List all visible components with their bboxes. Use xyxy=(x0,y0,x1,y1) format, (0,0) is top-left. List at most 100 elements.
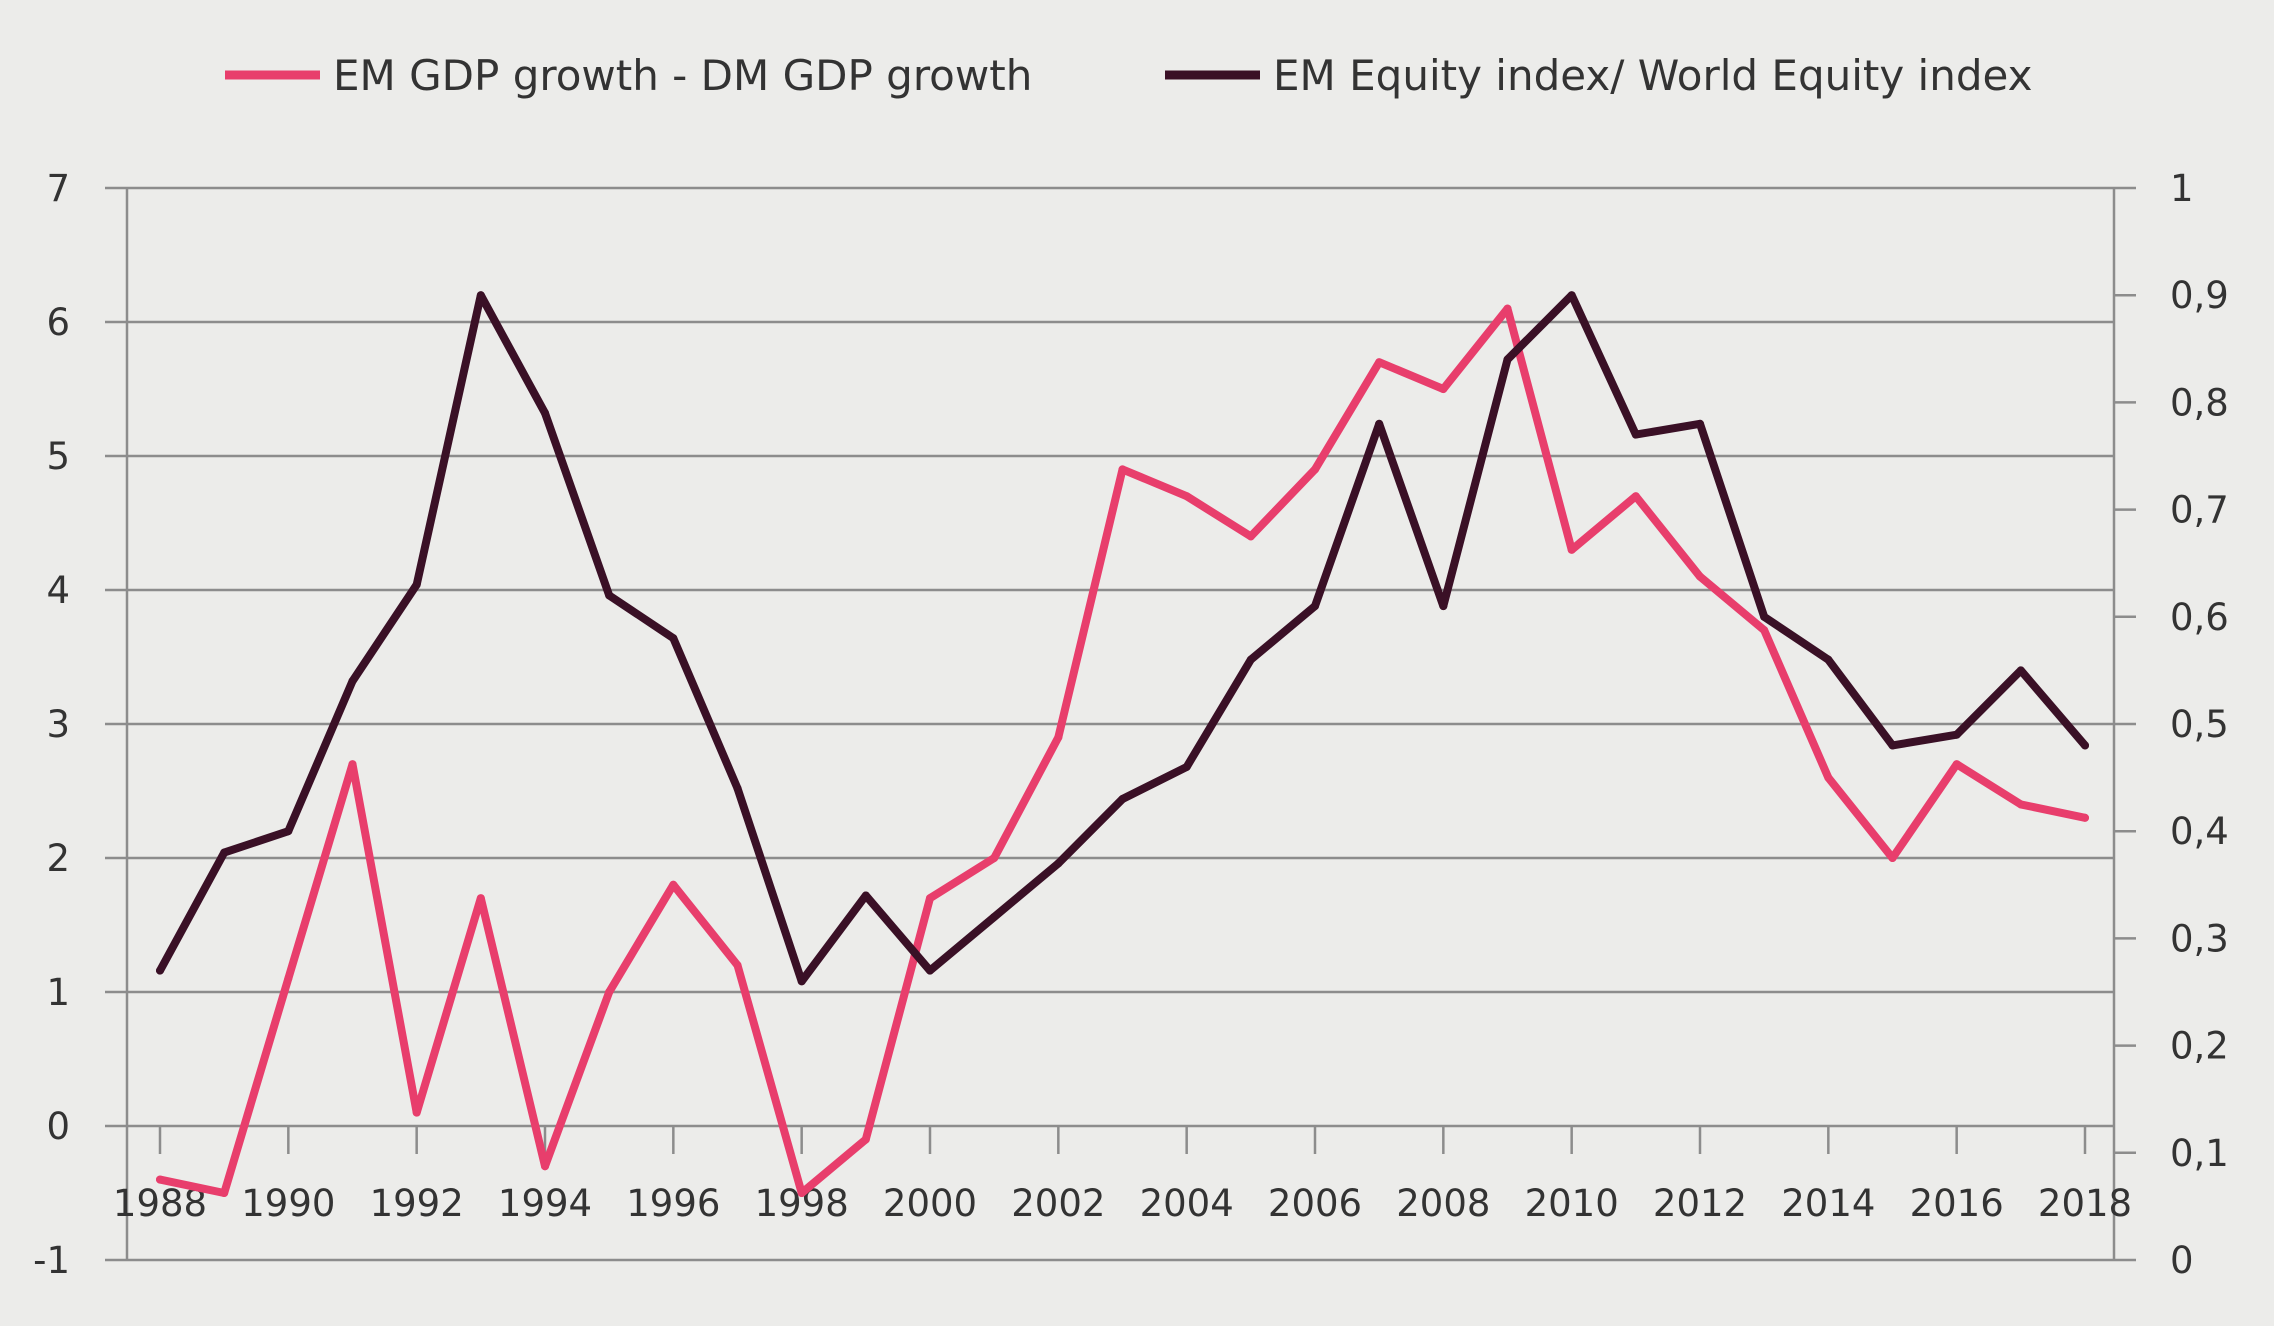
data-point-equity-ratio xyxy=(797,977,806,986)
left-axis-tick-label: 6 xyxy=(46,301,70,344)
data-point-gdp-growth-diff xyxy=(2016,800,2025,809)
data-point-gdp-growth-diff xyxy=(1952,760,1961,769)
data-point-gdp-growth-diff xyxy=(797,1189,806,1197)
data-point-equity-ratio xyxy=(1246,655,1255,664)
left-axis-tick-label: 2 xyxy=(46,837,70,880)
x-axis-tick-label: 2018 xyxy=(2038,1182,2132,1225)
data-point-gdp-growth-diff xyxy=(1824,773,1833,782)
data-point-equity-ratio xyxy=(348,677,357,686)
data-point-gdp-growth-diff xyxy=(1567,545,1576,554)
data-point-equity-ratio xyxy=(1824,655,1833,664)
data-point-equity-ratio xyxy=(476,291,485,300)
data-point-gdp-growth-diff xyxy=(1118,465,1127,474)
series-line-equity-ratio xyxy=(156,291,2089,986)
data-point-equity-ratio xyxy=(1375,419,1384,428)
data-point-equity-ratio xyxy=(220,848,229,857)
data-point-equity-ratio xyxy=(1631,430,1640,439)
x-axis-tick-label: 2008 xyxy=(1396,1182,1490,1225)
data-point-equity-ratio xyxy=(1567,291,1576,300)
data-point-gdp-growth-diff xyxy=(1503,304,1512,313)
right-axis-tick-label: 0,2 xyxy=(2170,1025,2229,1068)
x-axis-tick-label: 2014 xyxy=(1781,1182,1875,1225)
data-point-equity-ratio xyxy=(1182,762,1191,771)
right-axis-tick-label: 0,7 xyxy=(2170,489,2229,532)
data-point-equity-ratio xyxy=(669,634,678,643)
legend-label-equity: EM Equity index/ World Equity index xyxy=(1273,51,2032,100)
right-axis-tick-label: 0,9 xyxy=(2170,274,2229,317)
data-point-equity-ratio xyxy=(1888,741,1897,750)
data-point-equity-ratio xyxy=(284,827,293,836)
data-point-gdp-growth-diff xyxy=(1439,385,1448,393)
x-axis-tick-label: 2006 xyxy=(1268,1182,1362,1225)
data-point-equity-ratio xyxy=(2016,666,2025,675)
x-axis-tick-label: 2016 xyxy=(1910,1182,2004,1225)
right-axis-tick-label: 0,8 xyxy=(2170,381,2229,424)
left-axis-tick-label: 5 xyxy=(46,435,70,478)
data-point-gdp-growth-diff xyxy=(476,894,485,903)
data-point-equity-ratio xyxy=(1503,355,1512,364)
data-point-gdp-growth-diff xyxy=(1888,854,1897,862)
data-point-gdp-growth-diff xyxy=(2081,813,2089,822)
data-point-gdp-growth-diff xyxy=(1311,465,1319,474)
data-point-equity-ratio xyxy=(1696,419,1704,428)
left-axis-tick-label: 1 xyxy=(46,971,70,1014)
data-point-gdp-growth-diff xyxy=(1054,733,1063,742)
data-point-equity-ratio xyxy=(1118,795,1127,804)
right-axis-tick-label: 0,6 xyxy=(2170,596,2229,639)
left-axis-tick-label: -1 xyxy=(33,1239,70,1282)
series-layer xyxy=(156,291,2089,1197)
x-axis-tick-label: 2000 xyxy=(883,1182,977,1225)
data-point-gdp-growth-diff xyxy=(861,1135,870,1144)
data-point-gdp-growth-diff xyxy=(284,974,293,983)
data-point-gdp-growth-diff xyxy=(990,854,999,862)
data-point-gdp-growth-diff xyxy=(669,880,678,889)
legend-label-gdp: EM GDP growth - DM GDP growth xyxy=(333,51,1032,100)
data-point-equity-ratio xyxy=(1054,859,1063,868)
left-axis-tick-label: 4 xyxy=(46,569,70,612)
data-point-gdp-growth-diff xyxy=(348,760,357,769)
x-axis-tick-label: 1996 xyxy=(626,1182,720,1225)
data-point-gdp-growth-diff xyxy=(605,988,614,996)
x-axis-tick-label: 1994 xyxy=(498,1182,592,1225)
data-point-equity-ratio xyxy=(1760,612,1769,621)
data-point-gdp-growth-diff xyxy=(156,1175,164,1184)
left-axis-tick-label: 3 xyxy=(46,703,70,746)
grid xyxy=(127,186,2114,1262)
x-axis-tick-label: 2004 xyxy=(1140,1182,1234,1225)
data-point-gdp-growth-diff xyxy=(1696,572,1704,581)
data-point-equity-ratio xyxy=(990,912,999,921)
left-axis-tick-label: 0 xyxy=(46,1105,70,1148)
data-point-gdp-growth-diff xyxy=(220,1189,229,1197)
data-point-equity-ratio xyxy=(605,591,614,600)
x-axis-tick-label: 2012 xyxy=(1653,1182,1747,1225)
x-axis-tick-label: 1990 xyxy=(241,1182,335,1225)
data-point-equity-ratio xyxy=(156,966,164,975)
data-point-equity-ratio xyxy=(541,409,549,418)
right-axis-tick-label: 1 xyxy=(2170,167,2194,210)
data-point-gdp-growth-diff xyxy=(541,1162,549,1171)
axes: -1 0 1 2 3 4 5 6 7 0 0,1 0,2 0,3 0,4 0,5 0,6 0,7 0,8 0,9 1 1… xyxy=(33,167,2229,1282)
data-point-gdp-growth-diff xyxy=(1760,626,1769,635)
data-point-equity-ratio xyxy=(1439,602,1448,611)
data-point-equity-ratio xyxy=(412,580,421,589)
data-point-gdp-growth-diff xyxy=(1631,492,1640,501)
x-axis-tick-label: 2002 xyxy=(1011,1182,1105,1225)
right-axis-tick-label: 0,4 xyxy=(2170,810,2229,853)
x-axis-tick-label: 1992 xyxy=(370,1182,464,1225)
right-axis-tick-label: 0,5 xyxy=(2170,703,2229,746)
left-axis-tick-label: 7 xyxy=(46,167,70,210)
data-point-gdp-growth-diff xyxy=(412,1108,421,1117)
right-axis-tick-label: 0,3 xyxy=(2170,917,2229,960)
legend: EM GDP growth - DM GDP growth EM Equity … xyxy=(225,51,2032,100)
data-point-gdp-growth-diff xyxy=(1182,492,1191,501)
right-axis-tick-label: 0 xyxy=(2170,1239,2194,1282)
x-axis-tick-label: 2010 xyxy=(1525,1182,1619,1225)
data-point-gdp-growth-diff xyxy=(1375,358,1384,367)
data-point-equity-ratio xyxy=(1311,602,1319,611)
data-point-equity-ratio xyxy=(926,966,934,975)
right-axis-tick-label: 0,1 xyxy=(2170,1132,2229,1175)
data-point-gdp-growth-diff xyxy=(926,894,934,903)
data-point-equity-ratio xyxy=(733,784,742,793)
